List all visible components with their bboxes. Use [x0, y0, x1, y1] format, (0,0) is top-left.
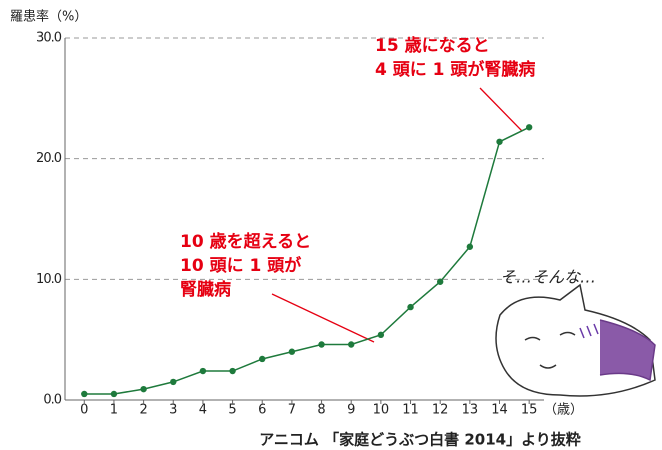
x-tick-label: 12 — [432, 403, 449, 418]
annotation: 10 歳を超えると — [180, 231, 311, 252]
data-line — [84, 127, 529, 394]
data-point — [318, 341, 324, 347]
x-tick-label: 0 — [80, 403, 88, 418]
source: アニコム 「家庭どうぶつ白書 2014」より抜粋 — [259, 431, 581, 449]
y-axis-label: 羅患率（%） — [10, 9, 87, 25]
y-tick-label: 0.0 — [43, 393, 61, 408]
x-unit: （歳） — [544, 403, 583, 418]
data-point — [170, 379, 176, 385]
pointer — [272, 294, 374, 342]
x-tick-label: 11 — [402, 403, 419, 418]
chart: 羅患率（%） （歳） アニコム 「家庭どうぶつ白書 2014」より抜粋 0.0 1… — [0, 0, 662, 450]
data-point — [526, 124, 532, 130]
data-point — [437, 279, 443, 285]
y-tick-label: 30.0 — [36, 31, 62, 46]
x-tick-label: 9 — [347, 403, 355, 418]
annotation: 10 頭に 1 頭が — [180, 255, 301, 276]
data-point — [200, 368, 206, 374]
y-tick-label: 10.0 — [36, 272, 62, 287]
x-tick-label: 1 — [110, 403, 118, 418]
data-point — [229, 368, 235, 374]
x-tick-label: 6 — [258, 403, 266, 418]
x-tick-label: 7 — [288, 403, 296, 418]
x-tick-label: 13 — [462, 403, 479, 418]
data-point — [140, 386, 146, 392]
x-tick-label: 10 — [373, 403, 390, 418]
x-tick-label: 8 — [317, 403, 325, 418]
annotation: 腎臓病 — [180, 279, 231, 300]
annotation: そ…そんな… — [500, 268, 596, 287]
data-point — [289, 349, 295, 355]
x-tick-label: 15 — [521, 403, 538, 418]
data-point — [467, 244, 473, 250]
data-point — [496, 139, 502, 145]
data-point — [259, 356, 265, 362]
pointer — [480, 88, 522, 131]
data-point — [407, 304, 413, 310]
x-tick-label: 14 — [491, 403, 508, 418]
data-point — [81, 391, 87, 397]
x-tick-label: 5 — [228, 403, 236, 418]
data-point — [378, 332, 384, 338]
cat-illustration — [496, 285, 655, 396]
y-tick-label: 20.0 — [36, 151, 62, 166]
x-tick-label: 2 — [139, 403, 147, 418]
data-point — [348, 341, 354, 347]
annotation: 4 頭に 1 頭が腎臓病 — [375, 59, 535, 80]
x-tick-label: 3 — [169, 403, 177, 418]
data-point — [111, 391, 117, 397]
x-tick-label: 4 — [199, 403, 207, 418]
annotation: 15 歳になると — [375, 35, 490, 56]
